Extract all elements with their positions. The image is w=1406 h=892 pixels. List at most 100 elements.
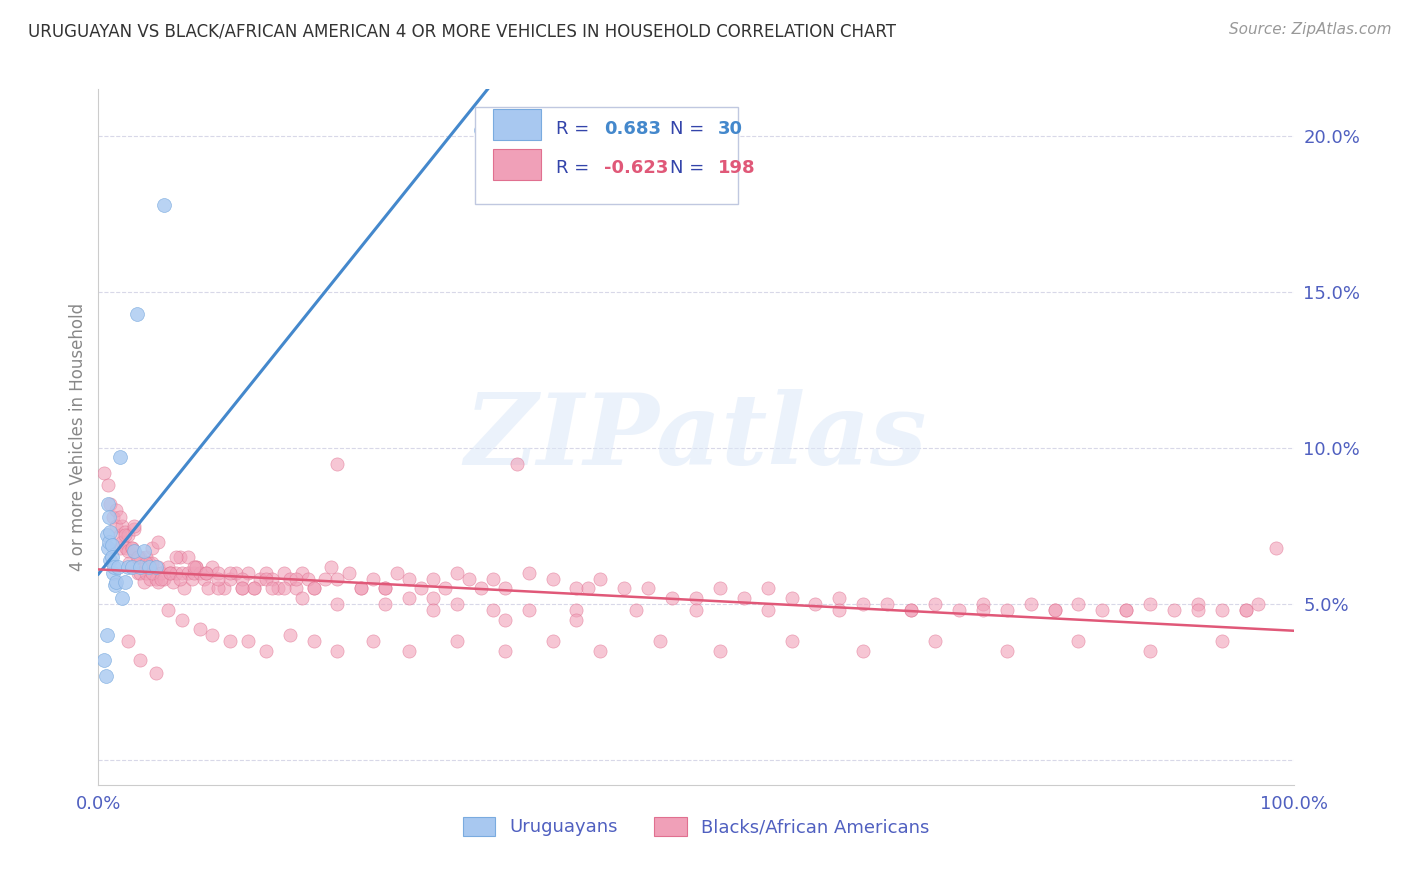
Point bbox=[709, 582, 731, 596]
Point bbox=[129, 559, 152, 574]
Text: URUGUAYAN VS BLACK/AFRICAN AMERICAN 4 OR MORE VEHICLES IN HOUSEHOLD CORRELATION : URUGUAYAN VS BLACK/AFRICAN AMERICAN 4 OR… bbox=[28, 22, 896, 40]
Point bbox=[326, 572, 349, 586]
Point bbox=[172, 613, 194, 627]
Point bbox=[173, 582, 195, 596]
Point bbox=[207, 566, 229, 580]
Point bbox=[117, 559, 139, 574]
Point bbox=[339, 566, 361, 580]
Point bbox=[302, 582, 325, 596]
Point bbox=[121, 541, 143, 555]
Point bbox=[148, 559, 170, 574]
Point bbox=[995, 644, 1018, 658]
Point bbox=[111, 591, 134, 605]
Point bbox=[165, 566, 187, 580]
Point bbox=[127, 550, 149, 565]
Point bbox=[446, 634, 468, 648]
Point bbox=[104, 578, 127, 592]
Point bbox=[172, 566, 194, 580]
Point bbox=[132, 575, 155, 590]
Text: 30: 30 bbox=[717, 120, 742, 138]
Point bbox=[249, 572, 271, 586]
Point bbox=[411, 582, 433, 596]
FancyBboxPatch shape bbox=[475, 106, 738, 204]
Point bbox=[1091, 603, 1114, 617]
Point bbox=[267, 582, 290, 596]
Point bbox=[124, 544, 146, 558]
Point bbox=[1139, 597, 1161, 611]
Point bbox=[125, 550, 148, 565]
Point bbox=[96, 528, 118, 542]
Point bbox=[180, 572, 202, 586]
Point bbox=[98, 534, 121, 549]
Point bbox=[108, 509, 131, 524]
Point bbox=[135, 550, 157, 565]
Point bbox=[733, 591, 755, 605]
Point bbox=[108, 541, 131, 555]
Point bbox=[195, 566, 218, 580]
Point bbox=[446, 597, 468, 611]
Point bbox=[121, 541, 143, 555]
Point bbox=[398, 572, 420, 586]
Point bbox=[350, 582, 373, 596]
Point bbox=[1115, 603, 1137, 617]
Point bbox=[972, 597, 994, 611]
Point bbox=[98, 525, 122, 540]
Point bbox=[138, 557, 160, 571]
Text: 0.683: 0.683 bbox=[605, 120, 661, 138]
Point bbox=[995, 603, 1018, 617]
Point bbox=[156, 559, 179, 574]
Point bbox=[876, 597, 898, 611]
Point bbox=[197, 582, 219, 596]
Point bbox=[162, 575, 184, 590]
Point bbox=[201, 559, 224, 574]
Point bbox=[97, 541, 120, 555]
Point bbox=[458, 572, 481, 586]
Point bbox=[589, 572, 612, 586]
Point bbox=[183, 566, 205, 580]
Point bbox=[924, 597, 946, 611]
Point bbox=[188, 622, 211, 636]
Point bbox=[756, 582, 779, 596]
Point bbox=[125, 307, 148, 321]
Point bbox=[481, 572, 505, 586]
Point bbox=[924, 634, 946, 648]
Point bbox=[254, 644, 277, 658]
Text: Source: ZipAtlas.com: Source: ZipAtlas.com bbox=[1229, 22, 1392, 37]
Point bbox=[219, 566, 242, 580]
Point bbox=[121, 559, 143, 574]
Point bbox=[291, 566, 314, 580]
Point bbox=[114, 525, 136, 540]
FancyBboxPatch shape bbox=[494, 149, 541, 179]
Point bbox=[1043, 603, 1066, 617]
Point bbox=[145, 665, 167, 680]
Text: ZIPatlas: ZIPatlas bbox=[465, 389, 927, 485]
Point bbox=[117, 634, 139, 648]
Point bbox=[103, 559, 125, 574]
Point bbox=[219, 572, 242, 586]
Point bbox=[111, 519, 134, 533]
Point bbox=[1115, 603, 1137, 617]
Point bbox=[315, 572, 337, 586]
Point bbox=[948, 603, 970, 617]
Point bbox=[236, 566, 259, 580]
Point bbox=[1043, 603, 1066, 617]
Text: R =: R = bbox=[557, 120, 595, 138]
Point bbox=[852, 644, 875, 658]
Point bbox=[254, 572, 277, 586]
Point bbox=[124, 522, 146, 536]
Point bbox=[422, 603, 444, 617]
Point bbox=[114, 575, 136, 590]
Point bbox=[108, 450, 131, 465]
Point bbox=[517, 566, 540, 580]
Point bbox=[1187, 597, 1209, 611]
Point bbox=[177, 550, 200, 565]
Point bbox=[804, 597, 827, 611]
Point bbox=[685, 603, 707, 617]
Point bbox=[98, 509, 121, 524]
Point bbox=[637, 582, 659, 596]
Point bbox=[129, 550, 152, 565]
Point bbox=[118, 557, 141, 571]
Point bbox=[108, 528, 131, 542]
Point bbox=[101, 566, 124, 580]
Point bbox=[278, 572, 301, 586]
